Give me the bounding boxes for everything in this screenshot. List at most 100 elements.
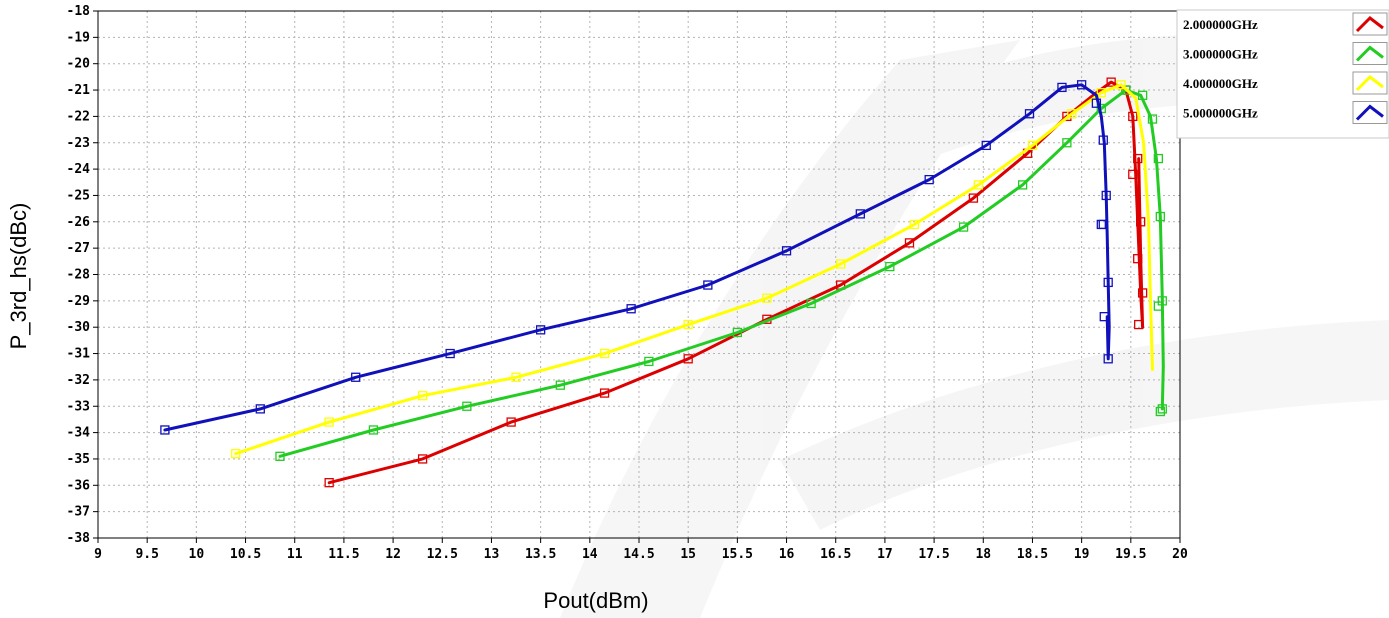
data-point [1091, 98, 1102, 108]
data-point [855, 209, 865, 219]
data-point [1103, 277, 1113, 288]
data-point [762, 293, 772, 303]
data-point [909, 219, 920, 230]
data-point [1057, 82, 1067, 93]
data-point [1099, 312, 1109, 322]
data-point [535, 325, 546, 335]
data-point [924, 174, 934, 185]
x-tick-label: 10.5 [230, 547, 261, 562]
x-tick-label: 11.5 [328, 547, 359, 562]
data-point [1067, 109, 1077, 119]
data-point [1017, 180, 1028, 190]
y-tick-label: -35 [67, 452, 90, 467]
y-tick-label: -33 [67, 399, 90, 414]
legend-swatch-box [1352, 42, 1388, 65]
data-point [835, 259, 846, 269]
y-axis: -18 -19 -20 -21 -22 -23 -24 -25 -26 -27 -28 -29 -30 -… [67, 4, 98, 546]
data-point [1062, 138, 1072, 148]
data-point [1101, 190, 1111, 201]
data-point [1153, 153, 1164, 164]
y-tick-label: -29 [67, 294, 90, 309]
x-tick-label: 13 [484, 547, 500, 562]
data-point [1116, 80, 1126, 90]
y-tick-label: -32 [67, 373, 90, 388]
x-tick-label: 14.5 [623, 547, 654, 562]
data-point [445, 348, 455, 359]
data-point [1147, 114, 1158, 124]
y-axis-title: P_3rd_hs(dBc) [6, 203, 31, 350]
legend-label: 5.000000GHz [1183, 106, 1258, 121]
x-tick-label: 12.5 [427, 547, 458, 562]
x-tick-label: 17 [877, 547, 893, 562]
data-point [703, 280, 713, 290]
legend-swatch-line [1355, 45, 1384, 62]
data-point [1128, 169, 1138, 180]
data-point [1133, 254, 1143, 264]
data-point [1027, 140, 1038, 151]
data-point [781, 246, 792, 256]
data-point [324, 417, 334, 427]
y-tick-label: -27 [67, 241, 90, 256]
data-point [231, 449, 241, 459]
data-point [904, 238, 915, 248]
data-point [324, 478, 334, 488]
x-tick-label: 14 [582, 547, 598, 562]
data-point [1136, 217, 1146, 227]
data-point [1121, 85, 1131, 95]
data-point [462, 401, 472, 411]
data-point [599, 348, 610, 359]
data-point [885, 261, 895, 272]
x-tick-label: 13.5 [525, 547, 556, 562]
data-point [683, 319, 693, 330]
y-tick-label: -36 [67, 478, 91, 493]
data-point [806, 298, 816, 309]
legend-swatch-line [1355, 75, 1384, 92]
series-line [234, 83, 1154, 456]
x-tick-label: 16 [779, 547, 795, 562]
x-axis: 9 9.5 10 10.5 11 11.5 12 12.5 13 13.5 14 14.5 15 15.5… [94, 538, 1188, 562]
x-tick-label: 9.5 [135, 547, 158, 562]
legend-swatch-line [1355, 16, 1384, 33]
y-tick-label: -25 [67, 188, 90, 203]
x-tick-label: 19.5 [1115, 547, 1146, 562]
y-tick-label: -22 [67, 109, 90, 124]
y-tick-label: -28 [67, 268, 91, 283]
data-point [368, 425, 379, 435]
x-tick-label: 15 [680, 547, 696, 562]
data-point [1098, 219, 1108, 230]
data-point [1103, 354, 1113, 364]
x-tick-label: 20 [1172, 547, 1188, 562]
legend-swatch-line [1355, 104, 1384, 121]
y-tick-label: -23 [67, 136, 90, 151]
legend: 2.000000GHz 3.000000GHz 4.000000GHz 5.00000… [1176, 9, 1389, 139]
data-point [1153, 301, 1164, 311]
y-tick-label: -24 [67, 162, 91, 177]
data-point [1133, 153, 1143, 164]
series-3 [160, 80, 1113, 435]
data-point [1155, 406, 1165, 417]
data-point [511, 372, 521, 382]
data-point [981, 140, 991, 151]
x-tick-label: 10 [189, 547, 205, 562]
x-tick-label: 19 [1074, 547, 1090, 562]
data-point [644, 356, 654, 367]
y-tick-label: -30 [67, 320, 91, 335]
series-line [278, 88, 1165, 458]
x-tick-label: 11 [287, 547, 303, 562]
data-point [1157, 404, 1167, 414]
legend-swatch-box [1352, 71, 1388, 95]
x-tick-label: 15.5 [722, 547, 753, 562]
data-point [506, 417, 516, 427]
x-tick-label: 18 [975, 547, 991, 562]
data-point [255, 404, 265, 414]
x-tick-label: 16.5 [820, 547, 851, 562]
y-tick-label: -21 [67, 83, 91, 98]
y-tick-label: -37 [67, 505, 90, 520]
series-1 [275, 85, 1167, 461]
legend-swatch-box [1352, 101, 1388, 124]
data-point [1024, 109, 1035, 119]
data-point [626, 304, 636, 314]
y-tick-label: -19 [67, 30, 90, 45]
data-point [1134, 319, 1144, 330]
